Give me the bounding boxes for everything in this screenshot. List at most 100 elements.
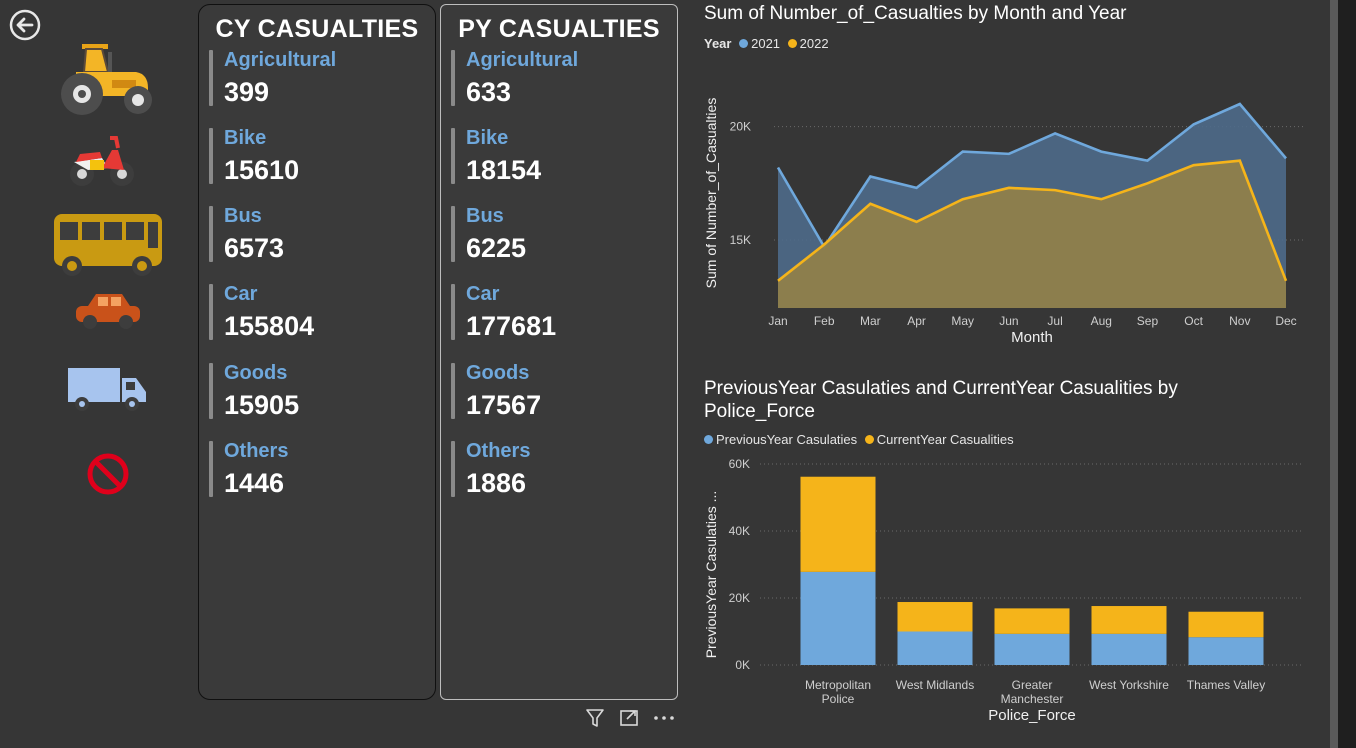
- tractor-icon: [61, 44, 152, 115]
- legend-title: Year: [704, 36, 732, 51]
- py-kpi-goods: Goods 17567: [451, 362, 661, 420]
- legend-dot-current-year: [864, 435, 874, 444]
- x-tick-label: Apr: [907, 314, 926, 328]
- x-tick-label: Greater: [1012, 678, 1053, 692]
- kpi-value: 15905: [224, 390, 300, 420]
- bar-segment[interactable]: [800, 571, 876, 665]
- window-edge: [1338, 0, 1356, 748]
- legend-2021[interactable]: 2021: [751, 36, 781, 51]
- cy-kpi-bus: Bus 6573: [209, 205, 419, 263]
- x-tick-label: West Yorkshire: [1089, 678, 1169, 692]
- kpi-value: 18154: [466, 155, 542, 185]
- kpi-value: 1446: [224, 468, 285, 498]
- bus-icon: [54, 214, 162, 276]
- legend-dot-2021: [739, 39, 749, 48]
- truck-icon: [68, 368, 146, 411]
- py-kpi-agricultural: Agricultural 633: [451, 49, 661, 107]
- x-tick-label: Oct: [1184, 314, 1203, 328]
- kpi-value: 399: [224, 77, 270, 107]
- cy-casualties-title: CY CASUALTIES: [215, 15, 419, 43]
- kpi-label: Others: [466, 440, 531, 462]
- x-tick-label: Aug: [1091, 314, 1112, 328]
- kpi-value: 17567: [466, 390, 542, 420]
- vertical-scrollbar[interactable]: [1330, 0, 1338, 748]
- kpi-value: 15610: [224, 155, 300, 185]
- no-entry-icon: [87, 453, 129, 495]
- bar-segment[interactable]: [1091, 633, 1167, 665]
- py-kpi-others: Others 1886: [451, 440, 661, 498]
- kpi-label: Goods: [466, 362, 530, 384]
- x-tick-label: Nov: [1229, 314, 1250, 328]
- x-tick-label: Thames Valley: [1187, 678, 1265, 692]
- bar-segment[interactable]: [897, 602, 973, 632]
- area-fill-2022: [778, 160, 1286, 308]
- area-chart-title: Sum of Number_of_Casualties by Month and…: [704, 3, 1127, 24]
- x-axis-title: Month: [1011, 329, 1053, 346]
- bar-chart-title-line1: PreviousYear Casulaties and CurrentYear …: [704, 378, 1178, 399]
- py-kpi-bus: Bus 6225: [451, 205, 661, 263]
- y-tick-label: 20K: [730, 120, 751, 134]
- kpi-label: Bus: [466, 205, 504, 227]
- kpi-label: Others: [224, 440, 289, 462]
- py-casualties-card[interactable]: PY CASUALTIES Agricultural 633 Bike 18154 …: [440, 4, 678, 700]
- x-tick-label: May: [951, 314, 974, 328]
- series-line-2021[interactable]: [776, 102, 1287, 250]
- bar-segment[interactable]: [897, 631, 973, 666]
- x-tick-label: Feb: [814, 314, 835, 328]
- bar-segment[interactable]: [1188, 637, 1264, 665]
- visual-footer-icons: [586, 709, 674, 727]
- area-chart-legend: Year 2021 2022: [704, 36, 829, 51]
- x-tick-label: Police: [822, 692, 855, 706]
- kpi-value: 6225: [466, 233, 527, 263]
- area-chart[interactable]: 15K 20K Jan Feb Mar Apr May Jun Jul Aug Sep Oct Nov D…: [696, 60, 1316, 355]
- legend-dot-previous-year: [704, 435, 713, 444]
- bar-chart-title: PreviousYear Casulaties and CurrentYear …: [704, 377, 1178, 423]
- kpi-label: Agricultural: [224, 49, 337, 71]
- back-arrow-icon[interactable]: [8, 8, 42, 42]
- kpi-value: 177681: [466, 311, 557, 341]
- more-options-icon[interactable]: [654, 716, 674, 720]
- kpi-label: Goods: [224, 362, 288, 384]
- legend-previous-year[interactable]: PreviousYear Casulaties: [716, 432, 858, 447]
- bar-segment[interactable]: [994, 633, 1070, 665]
- bar-chart-title-line2: Police_Force: [704, 401, 815, 422]
- cy-kpi-agricultural: Agricultural 399: [209, 49, 419, 107]
- x-axis-title: Police_Force: [988, 707, 1076, 724]
- x-tick-label: Metropolitan: [805, 678, 871, 692]
- kpi-label: Car: [466, 283, 500, 305]
- cy-kpi-goods: Goods 15905: [209, 362, 419, 420]
- legend-2022[interactable]: 2022: [799, 36, 829, 51]
- cy-kpi-car: Car 155804: [209, 283, 419, 341]
- py-kpi-bike: Bike 18154: [451, 127, 661, 185]
- y-axis-title: Sum of Number_of_Casualties: [703, 98, 719, 289]
- bar-segment[interactable]: [1188, 611, 1264, 638]
- cy-kpi-others: Others 1446: [209, 440, 419, 498]
- x-tick-label: Jun: [999, 314, 1018, 328]
- y-axis-title: PreviousYear Casulaties ...: [703, 491, 719, 659]
- kpi-label: Bike: [466, 127, 509, 149]
- x-tick-label: Jan: [768, 314, 787, 328]
- bar-segment[interactable]: [1091, 606, 1167, 634]
- kpi-label: Bus: [224, 205, 262, 227]
- filter-icon[interactable]: [586, 709, 604, 727]
- y-tick-label: 0K: [735, 658, 750, 672]
- focus-mode-icon[interactable]: [620, 710, 638, 726]
- y-tick-label: 60K: [729, 457, 750, 471]
- cy-kpi-bike: Bike 15610: [209, 127, 419, 185]
- kpi-value: 1886: [466, 468, 527, 498]
- legend-current-year[interactable]: CurrentYear Casualities: [876, 432, 1014, 447]
- series-line-2022[interactable]: [777, 159, 1288, 282]
- kpi-value: 6573: [224, 233, 285, 263]
- kpi-value: 155804: [224, 311, 315, 341]
- x-tick-label: Dec: [1275, 314, 1296, 328]
- cy-casualties-card[interactable]: CY CASUALTIES Agricultural 399 Bike 15610 …: [198, 4, 436, 700]
- x-tick-label: West Midlands: [896, 678, 974, 692]
- kpi-value: 633: [466, 77, 512, 107]
- x-tick-label: Mar: [860, 314, 881, 328]
- bar-segment[interactable]: [994, 608, 1070, 634]
- motorbike-icon: [70, 136, 134, 186]
- bar-chart-legend: PreviousYear Casulaties CurrentYear Casu…: [700, 432, 1014, 447]
- kpi-label: Car: [224, 283, 258, 305]
- bar-segment[interactable]: [800, 476, 876, 572]
